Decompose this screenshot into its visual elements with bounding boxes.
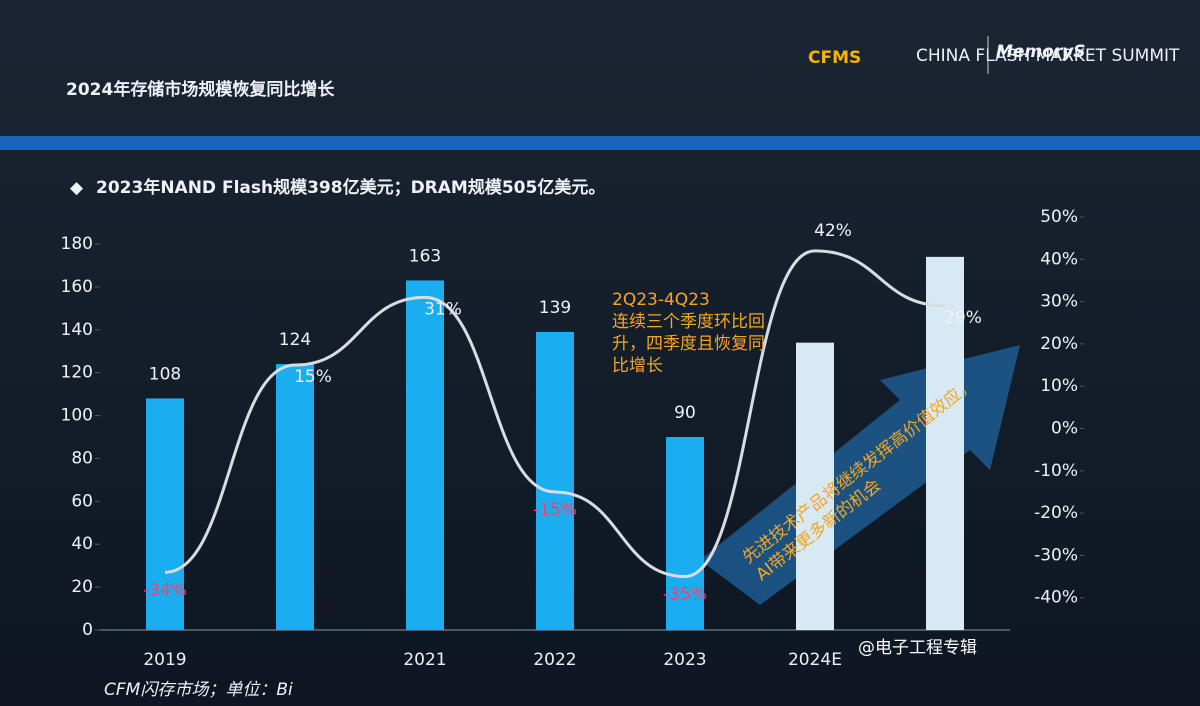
y-tick-label: 60	[71, 491, 93, 511]
title: 2024年存储市场规模恢复同比增长	[66, 79, 335, 100]
y-tick-label: 180	[61, 234, 93, 254]
line-label: -35%	[663, 585, 707, 605]
bar	[796, 342, 834, 630]
x-tick-label: 2021	[403, 650, 446, 670]
bar-label: 90	[674, 403, 696, 423]
x-tick-label: 2019	[143, 650, 186, 670]
y-tick-label: 140	[61, 320, 93, 340]
y2-tick-label: 30%	[1040, 292, 1078, 312]
y-tick-label: 0	[82, 620, 93, 640]
bar-label: 163	[409, 246, 441, 266]
y-tick-label: 40	[71, 534, 93, 554]
header-band	[0, 136, 1200, 150]
line-label: -15%	[533, 500, 577, 520]
bar	[926, 256, 964, 630]
y2-tick-label: 20%	[1040, 334, 1078, 354]
logo: CFMS	[808, 48, 861, 68]
annotation: 2Q23-4Q23 连续三个季度环比回升，四季度且恢复同比增长	[612, 290, 765, 376]
y-tick-label: 100	[61, 406, 93, 426]
x-tick-label: 2024E	[788, 650, 842, 670]
bar	[666, 437, 704, 630]
line	[164, 249, 946, 579]
line-label: 31%	[424, 299, 462, 319]
bar-label: 124	[279, 330, 311, 350]
bar	[536, 331, 574, 630]
bar	[146, 398, 184, 630]
bullet: ◆	[70, 178, 84, 198]
line-label: 15%	[294, 367, 332, 387]
y2-tick-label: -40%	[1034, 588, 1078, 608]
bar	[276, 364, 314, 630]
x-tick-label: 2023	[663, 650, 706, 670]
line-label: 42%	[814, 221, 852, 241]
bar	[406, 280, 444, 630]
y-tick-label: 120	[61, 363, 93, 383]
y-tick-label: 160	[61, 277, 93, 297]
line-label: -34%	[143, 580, 187, 600]
bar-label: 108	[149, 364, 181, 384]
y2-tick-label: 40%	[1040, 249, 1078, 269]
line-label: 29%	[944, 308, 982, 328]
watermark: @电子工程专辑	[858, 638, 977, 658]
logo-sub: CHINA FLASH MARKET SUMMIT	[916, 46, 1180, 66]
y2-tick-label: -10%	[1034, 461, 1078, 481]
x-tick-label: 2022	[533, 650, 576, 670]
source: CFM闪存市场；单位：Bi	[104, 680, 293, 700]
y-tick-label: 20	[71, 577, 93, 597]
logo: MemoryS	[996, 42, 1086, 62]
bar-label: 139	[539, 298, 571, 318]
y2-tick-label: 50%	[1040, 207, 1078, 227]
subtitle: 2023年NAND Flash规模398亿美元；DRAM规模505亿美元。	[96, 177, 605, 198]
y2-tick-label: -30%	[1034, 545, 1078, 565]
y2-tick-label: -20%	[1034, 503, 1078, 523]
y2-tick-label: 0%	[1051, 419, 1078, 439]
y-tick-label: 80	[71, 448, 93, 468]
y2-tick-label: 10%	[1040, 376, 1078, 396]
